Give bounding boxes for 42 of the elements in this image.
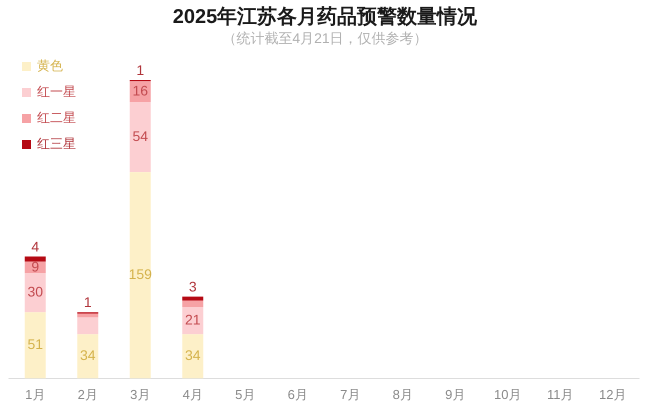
- x-tick-label: 7月: [340, 386, 360, 402]
- data-label: 4: [31, 238, 40, 254]
- x-tick-label: 6月: [288, 386, 308, 402]
- bar: [24, 312, 46, 378]
- bar: [182, 296, 204, 301]
- data-label: 51: [27, 336, 44, 352]
- bar: [182, 307, 204, 334]
- data-label: 34: [80, 347, 96, 364]
- data-label: 54: [132, 128, 148, 144]
- bar: [130, 172, 151, 378]
- chart-title: 2025年江苏各月药品预警数量情况: [172, 5, 478, 29]
- legend-label: 红三星: [37, 136, 76, 152]
- bar: [77, 334, 98, 378]
- legend-label: 红二星: [37, 110, 76, 126]
- x-tick-label: 4月: [182, 386, 203, 402]
- bar: [77, 314, 98, 318]
- data-label: 16: [132, 82, 148, 99]
- data-label: 30: [27, 284, 44, 300]
- data-label: 159: [128, 266, 152, 282]
- bar: [24, 256, 46, 262]
- x-tick-label: 8月: [392, 386, 413, 402]
- x-tick-label: 3月: [130, 386, 150, 402]
- bar: [182, 334, 204, 378]
- data-label: 1: [136, 62, 144, 78]
- data-label: 9: [31, 258, 40, 274]
- data-label: 1: [84, 294, 92, 310]
- x-tick-label: 5月: [235, 386, 256, 402]
- data-label: 3: [188, 278, 197, 295]
- data-label: 21: [184, 312, 201, 328]
- data-label: 34: [184, 347, 201, 364]
- chart-subtitle: （统计截至4月21日，仅供参考）: [221, 29, 429, 47]
- x-tick-label: 10月: [494, 386, 522, 402]
- x-tick-label: 1月: [25, 386, 46, 402]
- bar: [77, 317, 98, 334]
- legend-label: 黄色: [37, 58, 63, 74]
- bar: [130, 102, 151, 172]
- bar: [182, 300, 204, 308]
- x-tick-label: 12月: [599, 386, 626, 402]
- x-tick-label: 2月: [78, 386, 98, 402]
- legend-label: 红一星: [37, 84, 76, 100]
- x-tick-label: 9月: [445, 386, 466, 402]
- x-tick-label: 11月: [547, 386, 574, 402]
